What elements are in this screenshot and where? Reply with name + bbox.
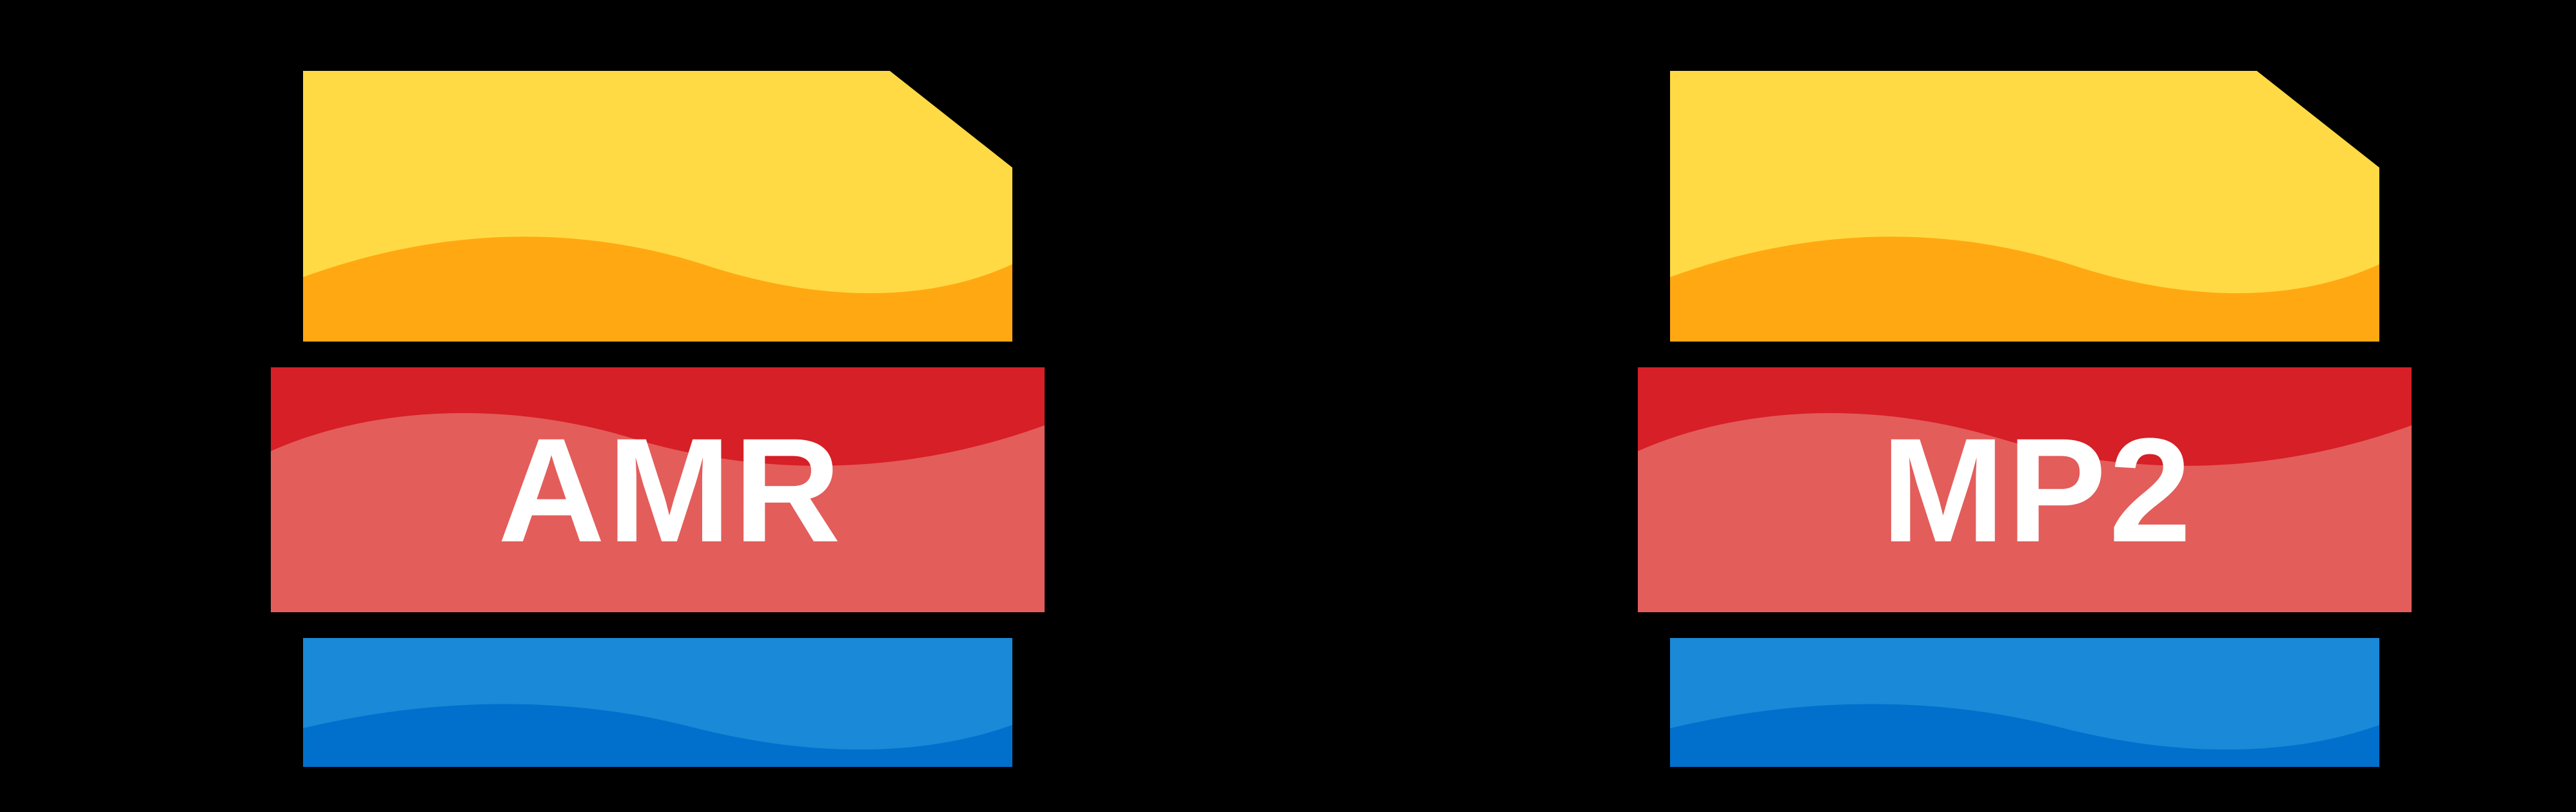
file-format-label: AMR xyxy=(271,367,1045,612)
file-label-band: AMR xyxy=(271,367,1045,612)
file-label-band: MP2 xyxy=(1638,367,2412,612)
file-format-label: MP2 xyxy=(1638,367,2412,612)
file-bottom-blue xyxy=(1670,638,2379,767)
file-bottom-blue xyxy=(303,638,1012,767)
file-top-yellow xyxy=(1670,71,2379,342)
file-icon-right: MP2 xyxy=(1638,71,2412,780)
file-top-yellow xyxy=(303,71,1012,342)
file-icon-left: AMR xyxy=(271,71,1045,780)
